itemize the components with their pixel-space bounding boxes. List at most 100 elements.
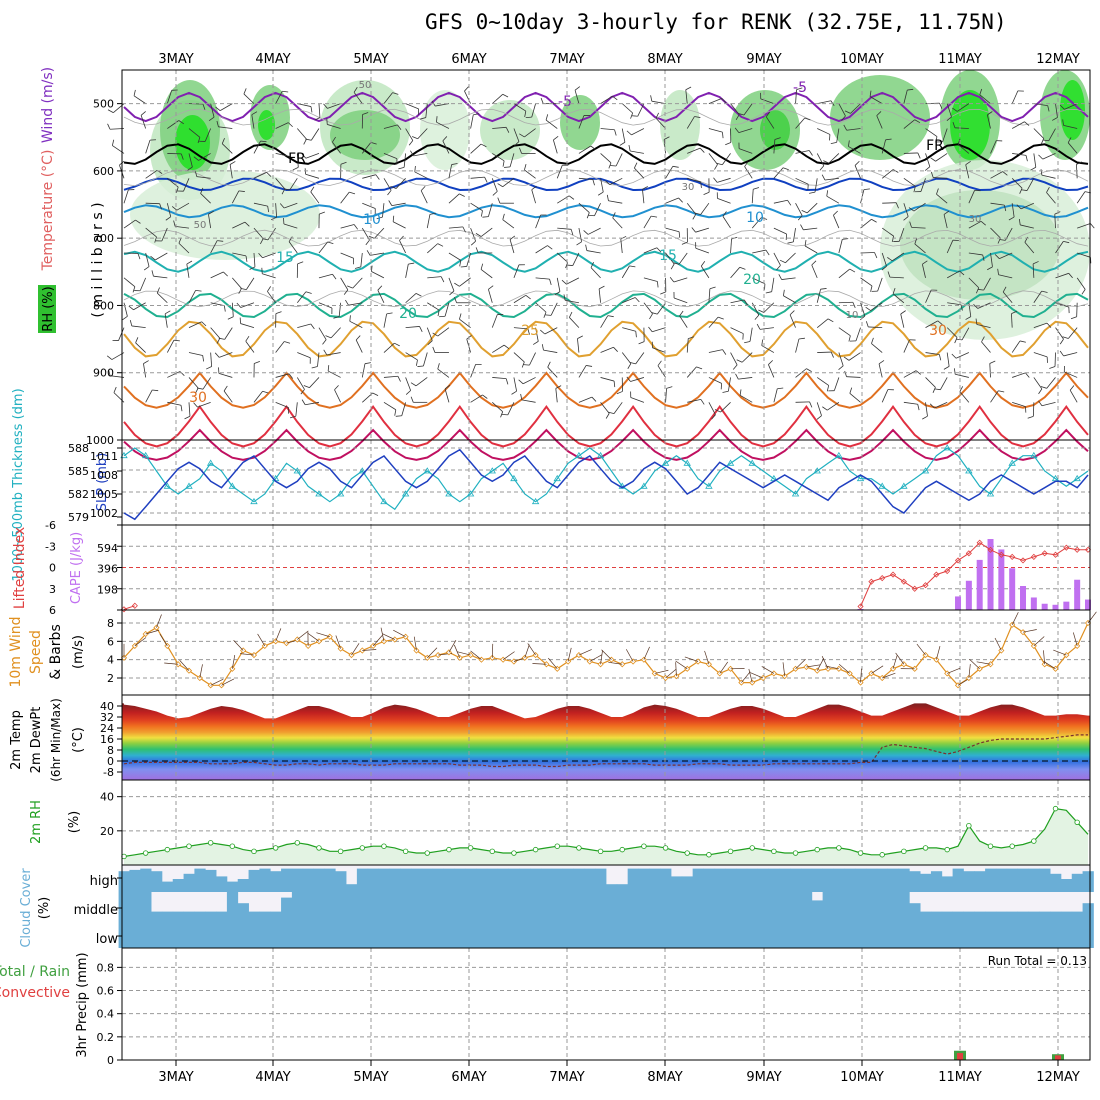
wind-barb-flag bbox=[743, 299, 748, 306]
li-point bbox=[976, 539, 983, 546]
wind-barb-flag bbox=[245, 255, 248, 262]
wind-barb bbox=[816, 318, 829, 328]
wind-barb-flag bbox=[439, 315, 446, 318]
wind-barb-flag bbox=[739, 266, 746, 270]
cloud-bar-high bbox=[400, 868, 412, 892]
wind-barb-flag bbox=[568, 195, 575, 200]
cloud-bar-high bbox=[216, 876, 228, 892]
wind10m-barb bbox=[335, 635, 341, 649]
wind-barb bbox=[1033, 128, 1045, 139]
cloud-bar-middle bbox=[779, 892, 791, 920]
cloud-bar-middle bbox=[920, 911, 932, 920]
wind-barb-flag bbox=[519, 147, 522, 154]
wind-barb bbox=[284, 202, 298, 209]
cloud-bar-low bbox=[151, 920, 163, 948]
wind-barb bbox=[600, 153, 612, 164]
wind-barb-flag bbox=[282, 90, 289, 93]
wind-barb-flag bbox=[779, 259, 786, 264]
wind-barb bbox=[989, 363, 991, 378]
wind-barb bbox=[635, 352, 645, 365]
wind-barb-flag bbox=[937, 320, 943, 326]
wind-barb bbox=[634, 167, 645, 179]
wind-barb bbox=[362, 202, 376, 209]
wind-barb-flag bbox=[777, 387, 784, 390]
wind-barb bbox=[544, 327, 558, 335]
wind-barb bbox=[405, 103, 419, 110]
wind-barb-flag bbox=[613, 347, 618, 352]
wind-barb bbox=[817, 128, 831, 135]
cloud-bar-high bbox=[476, 868, 488, 892]
rh2m-point bbox=[749, 845, 755, 851]
wind-barb-flag bbox=[408, 140, 414, 146]
thickness-point bbox=[856, 474, 865, 482]
mb-axis-label: ( m i l l i b a r s ) bbox=[90, 202, 106, 317]
wind-barb bbox=[643, 247, 658, 254]
wind-barb-flag bbox=[688, 336, 695, 339]
wind-barb-flag bbox=[979, 88, 983, 95]
wind-barb-flag bbox=[1003, 205, 1007, 212]
wind-barb bbox=[990, 202, 1005, 206]
cloud-bar-middle bbox=[562, 892, 574, 920]
cloud-bar-middle bbox=[616, 892, 629, 920]
wind-barb bbox=[881, 139, 886, 154]
cloud-bar-high bbox=[595, 868, 607, 892]
wind-barb bbox=[405, 264, 409, 278]
wind-barb bbox=[720, 402, 731, 413]
rh2m-point bbox=[684, 850, 690, 856]
cloud-bar-low bbox=[725, 920, 737, 948]
wind-barb-flag bbox=[694, 116, 701, 118]
wind-barb bbox=[403, 153, 407, 168]
wind-barb bbox=[164, 313, 168, 328]
wind-barb bbox=[327, 124, 341, 129]
wind-barb bbox=[348, 302, 363, 306]
wind-barb bbox=[221, 143, 233, 154]
wind-barb-flag bbox=[555, 385, 562, 389]
wind-barb-flag bbox=[454, 282, 460, 287]
cloud-bar-high bbox=[389, 868, 401, 892]
wind-barb-flag bbox=[869, 90, 872, 97]
wind-barb bbox=[990, 252, 993, 267]
cloud-bar-low bbox=[432, 920, 444, 948]
wind-barb-flag bbox=[143, 360, 149, 364]
wind-barb-flag bbox=[171, 206, 178, 211]
wind-barb bbox=[522, 377, 536, 385]
cloud-bar-high bbox=[941, 876, 954, 892]
wind-barb-flag bbox=[532, 341, 539, 345]
li-point bbox=[987, 546, 994, 553]
wind-barb bbox=[743, 103, 753, 116]
wind-barb-flag bbox=[816, 415, 822, 420]
wind10m-barb bbox=[825, 665, 839, 670]
wind-barb-flag bbox=[475, 247, 479, 254]
wind-barb-flag bbox=[459, 313, 462, 320]
wind-barb bbox=[318, 273, 333, 279]
y-tick-label: 0.8 bbox=[97, 961, 115, 974]
wind-barb-flag bbox=[387, 190, 392, 196]
cloud-bar-middle bbox=[963, 911, 975, 920]
thickness-point bbox=[596, 451, 605, 459]
wind-barb-flag bbox=[1070, 316, 1077, 320]
wind-barb bbox=[1046, 192, 1056, 204]
wind-barb-flag bbox=[310, 323, 315, 330]
wind-barb-flag bbox=[398, 166, 405, 170]
wind-barb bbox=[687, 177, 701, 183]
cloud-bar-low bbox=[335, 920, 347, 948]
wind-barb bbox=[188, 290, 196, 303]
cloud-bar-middle bbox=[670, 892, 683, 920]
wind-barb-flag bbox=[871, 218, 877, 223]
wind-barb bbox=[383, 401, 397, 411]
wind-barb bbox=[480, 269, 493, 279]
wind-barb bbox=[998, 274, 1013, 279]
wind-barb-flag bbox=[355, 335, 361, 341]
wind-barb bbox=[427, 243, 438, 254]
wind-barb bbox=[1063, 124, 1078, 129]
y-tick-label: 1000 bbox=[86, 434, 114, 447]
wind-barb-flag bbox=[959, 270, 965, 276]
cloud-bar-middle bbox=[248, 911, 260, 920]
wind-barb-flag bbox=[1047, 105, 1050, 112]
wind-barb bbox=[240, 323, 255, 329]
wind-barb bbox=[231, 190, 240, 204]
wind10m-barb bbox=[969, 659, 980, 670]
cloud-bar-high bbox=[714, 868, 726, 892]
wind-barb bbox=[990, 227, 1001, 239]
y-tick-label: 500 bbox=[93, 98, 114, 111]
